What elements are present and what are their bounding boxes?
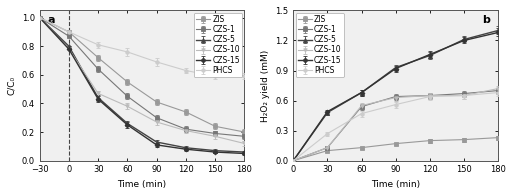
X-axis label: Time (min): Time (min) — [117, 180, 167, 189]
Text: b: b — [482, 15, 490, 25]
Y-axis label: H₂O₂ yield (mM): H₂O₂ yield (mM) — [261, 49, 270, 122]
X-axis label: Time (min): Time (min) — [371, 180, 420, 189]
Text: a: a — [48, 15, 55, 25]
Legend: ZIS, CZS-1, CZS-5, CZS-10, CZS-15, PHCS: ZIS, CZS-1, CZS-5, CZS-10, CZS-15, PHCS — [194, 13, 242, 77]
Legend: ZIS, CZS-1, CZS-5, CZS-10, CZS-15, PHCS: ZIS, CZS-1, CZS-5, CZS-10, CZS-15, PHCS — [295, 13, 344, 77]
Y-axis label: C/C₀: C/C₀ — [7, 76, 16, 95]
